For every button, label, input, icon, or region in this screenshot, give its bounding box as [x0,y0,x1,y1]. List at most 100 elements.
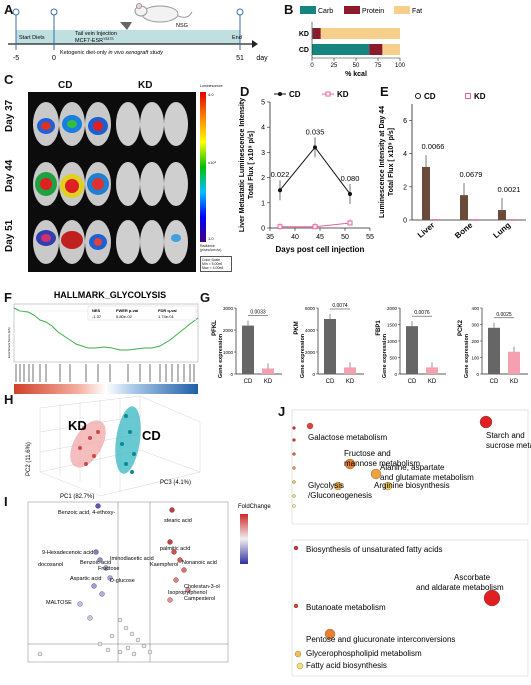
panel-label-j: J [278,404,286,419]
svg-text:stearic acid: stearic acid [164,518,192,524]
x-tick-label: 75 [375,63,382,69]
y-tick-label: 0 [261,226,265,233]
svg-text:Fructose: Fructose [98,566,119,572]
y-axis-label: Gene expression [382,333,388,378]
svg-text:FWER p-val: FWER p-val [116,308,138,313]
svg-text:9-Hexadecenoic acid: 9-Hexadecenoic acid [42,550,93,556]
timeline-tick-m5: -5 [13,55,19,62]
pathway-ascorbate-1: Ascorbate [454,573,491,582]
category-label-cd: CD [299,47,309,54]
y-tick-label: 0 [394,372,397,377]
y-tick-label: 1 [261,200,265,207]
category-label-kd: KD [346,379,355,385]
y-tick-label: 500 [389,356,397,361]
category-label-cd: CD [408,379,417,385]
svg-text:Benzoic acid, 4-ethoxy-: Benzoic acid, 4-ethoxy- [58,510,115,516]
legend-label-cd: CD [424,92,436,101]
panel-label-b: B [284,2,294,17]
row-label-day51: Day 51 [4,219,15,252]
legend-label-kd: KD [337,90,349,99]
legend-swatch-protein [344,6,360,14]
x-tick-label: 50 [353,63,360,69]
pathway-arginine: Arginine biosynthesis [374,481,450,490]
data-point-cd [278,188,282,193]
panel-j-pathway-top: Starch and sucrose metabolism Galactose … [291,409,531,525]
svg-text:FDR q-val: FDR q-val [158,308,177,313]
pca-kd-label: KD [68,418,87,433]
y-tick-label: 5 [261,100,265,107]
col-header-cd: CD [58,80,73,91]
legend-swatch-carb [300,6,316,14]
pathway-butanoate: Butanoate metabolism [306,603,386,612]
y-tick-label: 0 [476,372,479,377]
y-axis-label: Gene expression [300,333,306,378]
data-point-kd [312,224,318,230]
y-tick-label: 400 [471,306,479,311]
category-label-cd: CD [490,379,499,385]
y-axis-label-1: Luminescence Intensity at Day 44 [379,106,386,218]
x-axis-label: Days post cell injection [276,245,365,254]
bar-bone-kd [470,219,478,220]
pathway-glycolysis-1: Glycolysis [308,481,344,490]
pca-cd-label: CD [142,428,161,443]
category-label-bone: Bone [453,220,475,240]
color-scale-units: Radiance (p/sec/cm²/sr) [200,244,222,252]
y-tick-label: 2000 [223,328,234,333]
pathway-glycolysis-2: /Gluconeogenesis [308,491,372,500]
pathway-unsat-fa: Biosynthesis of unsaturated fatty acids [306,545,443,554]
svg-text:D-glucose: D-glucose [110,578,135,584]
panel-j-pathway-bottom: Biosynthesis of unsaturated fatty acids … [291,539,529,677]
category-label-lung: Lung [492,221,513,241]
svg-text:Isopropylphenol: Isopropylphenol [168,590,207,596]
cd-cluster-ellipse [115,406,141,474]
pathway-starch-1: Starch and [486,431,525,440]
y-tick-label: 1000 [223,350,234,355]
timeline-tick-0: 0 [52,55,56,62]
gsea-hit-lines [15,364,195,382]
pvalue-annotation: 0.035 [306,127,325,136]
x-tick-label: 100 [395,63,406,69]
legend-label-cd: CD [289,90,301,99]
pvalue-annotation: 0.022 [271,170,290,179]
bar-pfkl-cd [242,325,254,374]
svg-text:1.74e-01: 1.74e-01 [158,314,175,319]
pathway-bottom-points [293,545,501,670]
x-tick-label: 40 [291,234,299,241]
bar-fbp1-cd [406,326,418,374]
gene-label-pfkl: PFKL [212,320,218,336]
panel-h-pca: KD CD PC1 (82.7%) PC2 (11.6%) PC3 (4.1%) [26,395,201,500]
y-tick-label: 200 [471,339,479,344]
pathway-ascorbate-2: and aldarate metabolism [416,583,504,592]
y-tick-label: 2 [403,184,407,191]
svg-text:NES: NES [92,308,101,313]
volcano-labels: Benzoic acid, 4-ethoxy- stearic acid 9-H… [38,510,220,606]
pvalue-annotation: 0.0074 [332,303,348,309]
pathway-alanine-1: Alanine, aspartate [380,463,445,472]
pvalue-annotation: 0.0021 [498,185,521,194]
y-axis-label-2: Total Flux [ x10⁹ p/s] [388,128,395,196]
pca-pc1-label: PC1 (82.7%) [60,494,94,500]
bar-kd-carb [312,28,313,39]
svg-text:MALTOSE: MALTOSE [46,600,72,606]
color-scale-note: Color Scale Min = 5.00e6 Max = 4.00e8 [200,256,232,272]
bar-pfkl-kd [262,368,274,374]
bar-pck2-cd [488,327,500,374]
cd-points [120,414,136,474]
panel-label-c: C [4,72,14,87]
pathway-fructose-2: mannose metabolism [344,459,420,468]
y-axis-label: Gene expression [464,333,470,378]
panel-i-volcano: Benzoic acid, 4-ethoxy- stearic acid 9-H… [27,501,271,663]
svg-text:Iminodiacetic acid: Iminodiacetic acid [110,556,154,562]
col-header-kd: KD [138,80,153,91]
panel-label-f: F [4,290,12,305]
color-scale-bottom: 1.0 [208,236,214,241]
timeline-bar-start [16,30,54,44]
y-tick-label: 100 [471,356,479,361]
gene-label-pkm: PKM [294,321,300,334]
legend-marker-kd [465,93,471,99]
x-tick-label: 0 [310,63,314,69]
pathway-starch-2: sucrose metabolism [486,441,531,450]
bar-liver-kd [432,219,440,220]
row-label-day37: Day 37 [4,99,15,132]
panel-a-timeline: -5 0 51 day Start Diets Tail vein Inject… [8,3,268,62]
